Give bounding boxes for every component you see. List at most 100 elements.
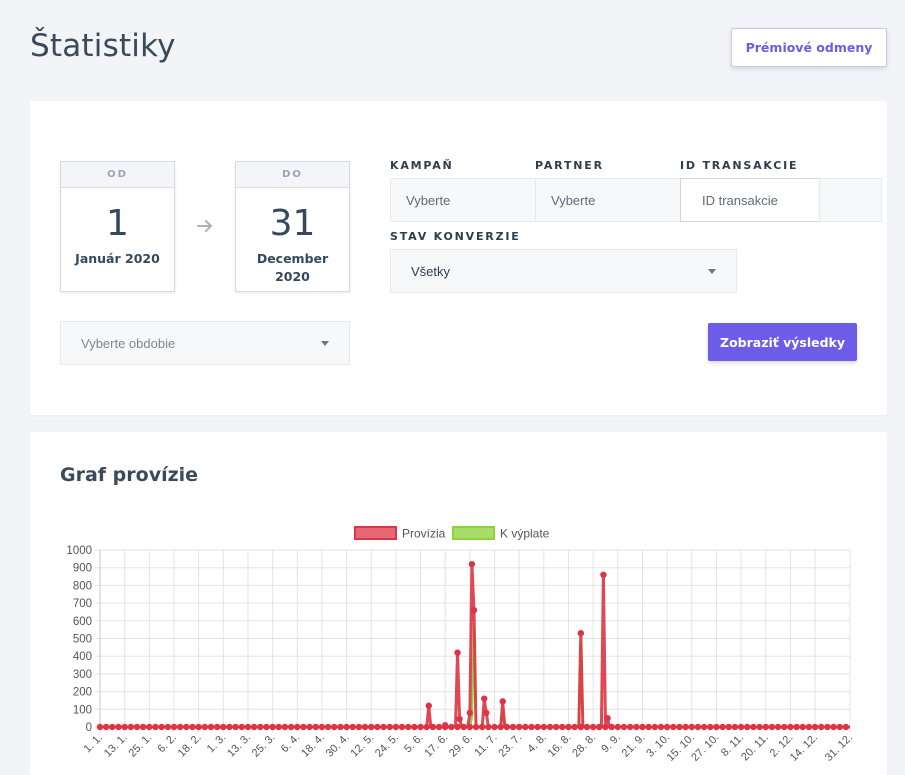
data-point [176, 723, 184, 731]
y-tick-label: 700 [73, 598, 92, 610]
data-point [645, 723, 652, 731]
data-point [417, 723, 424, 731]
data-point [546, 723, 554, 731]
period-select[interactable]: Vyberte obdobie [60, 321, 350, 365]
data-point [287, 723, 295, 731]
data-point [657, 723, 665, 731]
data-point [226, 723, 233, 731]
data-point [220, 723, 227, 731]
x-tick-label: 31. 12. [823, 732, 855, 764]
data-point [466, 709, 474, 717]
data-point [269, 723, 276, 731]
data-point [405, 723, 412, 731]
legend-swatch [354, 526, 397, 540]
data-point [429, 723, 437, 731]
data-point [602, 723, 609, 731]
data-point [626, 723, 634, 731]
data-point [515, 723, 523, 731]
data-point [483, 709, 490, 717]
data-point [164, 723, 172, 731]
data-point [470, 606, 478, 614]
data-point [688, 723, 695, 731]
data-point [139, 723, 147, 731]
data-point [411, 723, 418, 731]
y-tick-label: 500 [73, 634, 92, 646]
conversion-status-label: STAV KONVERZIE [390, 230, 521, 243]
x-tick-label: 20. 11. [739, 732, 771, 764]
data-point [152, 723, 159, 731]
data-point [811, 723, 819, 731]
date-to-day: 31 [269, 203, 316, 244]
data-point [368, 723, 375, 731]
data-point [604, 714, 611, 722]
y-tick-label: 600 [73, 616, 92, 628]
data-point [244, 723, 252, 731]
data-point [294, 723, 301, 731]
x-tick-label: 28. 8. [570, 732, 598, 760]
date-from-picker[interactable]: OD 1 Január 2020 [60, 161, 175, 292]
series-line [100, 562, 850, 729]
transaction-id-label: ID TRANSAKCIE [680, 159, 799, 172]
data-point [768, 723, 776, 731]
data-point [577, 629, 585, 637]
x-tick-label: 16. 8. [546, 732, 574, 760]
y-tick-label: 0 [86, 722, 92, 734]
x-tick-label: 25. 1. [126, 732, 154, 760]
data-point [781, 723, 788, 731]
data-point [442, 722, 449, 729]
data-point [818, 723, 825, 731]
data-point [750, 723, 757, 731]
date-from-label: OD [61, 162, 174, 188]
data-point [842, 723, 850, 731]
data-point [454, 723, 461, 731]
data-point [425, 702, 432, 709]
data-point [232, 723, 239, 731]
data-point [213, 723, 221, 731]
data-point [456, 715, 463, 723]
data-point [361, 723, 369, 731]
chart-title: Graf provízie [60, 464, 199, 486]
y-tick-label: 100 [73, 704, 92, 716]
data-point [386, 723, 393, 731]
transaction-id-input[interactable]: ID transakcie [680, 178, 820, 222]
data-point [552, 723, 560, 731]
campaign-select[interactable]: Vyberte [390, 178, 536, 222]
data-point [756, 723, 763, 731]
x-tick-label: 29. 6. [447, 732, 475, 760]
data-point [522, 723, 529, 731]
data-point [565, 723, 572, 731]
x-tick-label: 27. 10. [689, 732, 721, 764]
data-point [300, 723, 307, 731]
partner-label: PARTNER [535, 159, 604, 172]
data-point [639, 723, 646, 731]
data-point [503, 723, 511, 731]
data-point [700, 723, 708, 731]
show-results-button[interactable]: Zobraziť výsledky [708, 323, 857, 361]
date-to-picker[interactable]: DO 31 December 2020 [235, 161, 350, 292]
data-point [183, 723, 190, 731]
data-point [805, 723, 813, 731]
data-point [448, 723, 455, 731]
x-tick-label: 23. 7. [496, 732, 524, 760]
partner-select[interactable]: Vyberte [535, 178, 681, 222]
chart-card: Graf provízie 0 100 200 300 400 500 600 700 800 9… [30, 432, 887, 775]
date-from-day: 1 [106, 203, 129, 244]
data-point [170, 723, 178, 731]
period-placeholder: Vyberte obdobie [81, 335, 176, 351]
data-point [398, 723, 406, 731]
y-tick-label: 900 [73, 563, 92, 575]
data-point [509, 723, 517, 731]
data-point [824, 723, 831, 731]
data-point [281, 723, 289, 731]
data-point [676, 723, 683, 731]
x-tick-label: 25. 3. [250, 732, 278, 760]
transaction-id-extra-cell[interactable] [819, 178, 882, 222]
data-point [499, 698, 506, 705]
data-point [571, 723, 578, 731]
data-point [719, 723, 726, 731]
data-point [146, 723, 153, 731]
premium-rewards-button[interactable]: Prémiové odmeny [731, 28, 887, 67]
conversion-status-select[interactable]: Všetky [390, 249, 737, 293]
data-point [201, 723, 208, 731]
x-tick-label: 24. 5. [373, 732, 401, 760]
